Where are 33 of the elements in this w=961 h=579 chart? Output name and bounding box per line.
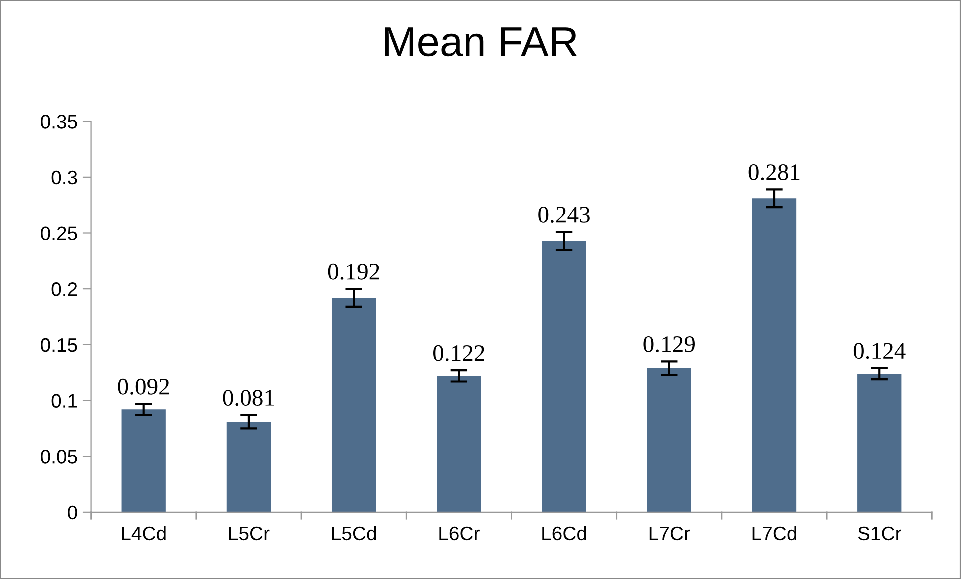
data-label: 0.192: [328, 264, 380, 280]
y-tick-label: 0.35: [41, 115, 78, 129]
y-tick-label: 0.3: [52, 170, 78, 185]
data-label: 0.129: [644, 336, 695, 353]
data-label: 0.092: [118, 378, 170, 395]
bar: [542, 241, 586, 512]
data-label: 0.122: [434, 345, 484, 362]
bar: [122, 410, 166, 512]
x-tick-label: S1Cr: [858, 526, 902, 541]
x-tick-label: L7Cr: [650, 526, 690, 541]
y-tick-label: 0.05: [41, 450, 78, 464]
chart-title: Mean FAR: [386, 28, 577, 57]
y-tick-label: 0: [68, 506, 78, 520]
x-tick-label: L5Cd: [332, 526, 376, 541]
x-tick-label: L7Cd: [752, 526, 796, 541]
bar: [752, 198, 797, 512]
data-label: 0.281: [748, 164, 800, 181]
x-tick-label: L5Cr: [229, 526, 270, 541]
data-label: 0.124: [854, 343, 906, 360]
data-label: 0.081: [223, 390, 274, 406]
y-tick-label: 0.25: [41, 226, 78, 240]
bar: [647, 368, 692, 512]
x-tick-label: L4Cd: [122, 526, 166, 541]
bar: [858, 374, 902, 512]
x-tick-label: L6Cd: [542, 526, 586, 541]
bar: [437, 376, 482, 512]
y-tick-label: 0.15: [41, 338, 78, 352]
y-tick-label: 0.2: [52, 282, 78, 296]
y-tick-label: 0.1: [52, 394, 78, 408]
bar: [332, 298, 376, 512]
data-label: 0.243: [538, 206, 590, 223]
bar: [226, 422, 272, 512]
x-tick-label: L6Cr: [440, 526, 480, 541]
